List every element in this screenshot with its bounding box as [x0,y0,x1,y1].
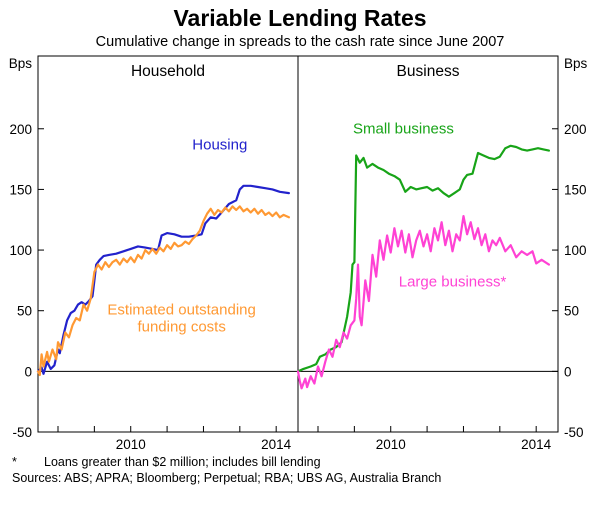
x-tick-label: 2014 [521,437,552,452]
x-tick-label: 2014 [261,437,292,452]
series-label: Housing [192,136,247,153]
y-tick-label-left: 50 [17,304,32,319]
footnote-marker: * [12,455,17,469]
x-tick-label: 2010 [116,437,146,452]
y-tick-label-left: 0 [24,364,32,379]
y-tick-label-right: -50 [564,425,584,440]
chart-page: Variable Lending Rates Cumulative change… [0,4,600,505]
y-tick-label-right: 50 [564,304,579,319]
unit-label-right: Bps [564,56,588,71]
series-line-housing [36,184,290,375]
y-tick-label-left: 100 [9,243,32,258]
series-label: Large business* [399,273,507,290]
y-tick-label-right: 100 [564,243,587,258]
series-line-small-business [296,144,551,373]
sources-line: Sources: ABS; APRA; Bloomberg; Perpetual… [12,471,442,485]
footnote-row: * Loans greater than $2 million; include… [0,454,600,470]
x-tick-label: 2010 [376,437,406,452]
chart-title: Variable Lending Rates [173,5,427,31]
series-label: Estimated outstanding [107,301,255,318]
unit-label-left: Bps [9,56,33,71]
series-label: funding costs [137,318,225,335]
series-line-large-business [296,215,551,390]
series-label: Small business [353,121,454,138]
panel-title: Business [397,63,460,80]
panel-title: Household [131,63,205,80]
y-tick-label-right: 0 [564,364,572,379]
y-tick-label-right: 200 [564,122,587,137]
footnotes: * Loans greater than $2 million; include… [0,454,600,486]
y-tick-label-left: 150 [9,182,32,197]
y-tick-label-left: 200 [9,122,32,137]
panel-box-0 [37,55,299,433]
footnote-text: Loans greater than $2 million; includes … [44,455,321,469]
chart-subtitle: Cumulative change in spreads to the cash… [95,34,505,50]
y-tick-label-right: 150 [564,182,587,197]
y-tick-label-left: -50 [12,425,32,440]
panel-box-1 [297,55,559,433]
line-chart: -50 -50 0 0 50 50 100 100 150 150 200 200 Bps Bps Hous… [9,55,588,452]
series-line-estimated-outstanding-funding-costs [36,205,290,377]
